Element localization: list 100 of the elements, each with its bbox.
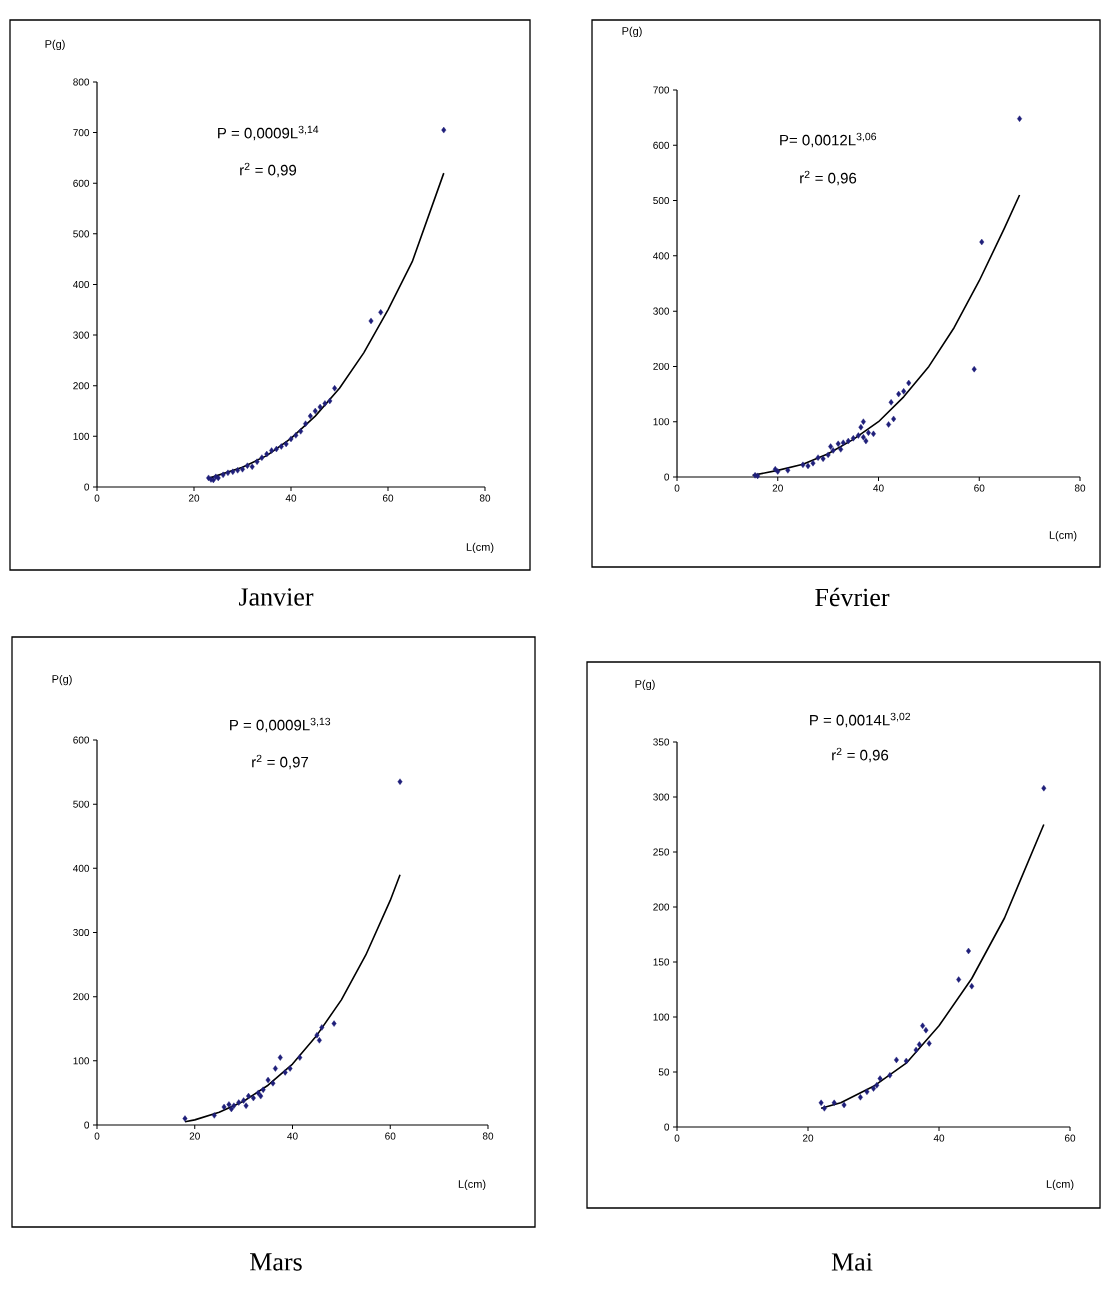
y-tick-label: 50 [658,1068,670,1076]
point [926,1040,932,1047]
annotation: P= 0,0012L$^{3,06}$ [780,132,877,148]
point [316,1037,322,1044]
point [221,1103,227,1111]
x-axis-title: L(cm) [458,1179,486,1191]
x-tick-label: 20 [189,1132,200,1140]
y-axis-title: P(g) [635,679,655,691]
x-tick-label: 60 [974,484,985,492]
point [820,455,826,462]
point [182,1115,188,1122]
point [250,1094,256,1102]
point [258,1092,264,1100]
point [775,468,781,475]
x-axis-title: L(cm) [1049,530,1077,542]
x-tick-label: 60 [385,1132,396,1140]
y-tick-label: 400 [653,252,670,260]
point [877,1075,883,1082]
point [254,458,260,465]
point [860,433,866,441]
point [1017,115,1023,122]
y-tick-label: 0 [664,473,670,481]
point [887,1072,893,1079]
text: Mai [831,1253,873,1271]
y-tick-label: 300 [73,331,90,339]
point [278,443,284,450]
y-axis-title: P(g) [52,674,72,686]
point [896,390,902,398]
text: Mars [250,1253,302,1271]
x-tick-label: 0 [94,494,100,502]
point [845,437,851,445]
point [303,420,308,427]
x-tick-label: 40 [285,494,297,502]
y-tick-label: 100 [73,432,90,440]
point [857,1094,863,1101]
point [841,1101,847,1109]
point [287,1065,293,1072]
point [331,1020,337,1027]
y-tick-label: 100 [653,1013,670,1021]
point [293,432,299,439]
point [260,1086,266,1093]
point [916,1041,922,1048]
y-tick-label: 600 [73,179,90,187]
point [211,1112,217,1119]
annotation: r$^{2}$ = 0,99 [240,162,297,178]
point [920,1022,926,1029]
point [226,1101,232,1108]
point [886,421,892,428]
point [235,467,241,474]
point [283,440,289,448]
y-tick-label: 300 [73,928,90,937]
point [265,1076,271,1084]
point [891,415,897,423]
y-tick-label: 700 [653,86,670,94]
point [298,428,304,435]
point [865,429,871,436]
point [277,1054,283,1061]
text: P = 0,0014L$^{3,02}$ [810,712,911,728]
point [327,397,333,405]
point [888,399,894,406]
point [288,435,294,443]
y-tick-label: 500 [653,197,670,205]
y-tick-label: 200 [653,903,670,911]
point [864,1088,870,1095]
point [805,462,811,470]
point [821,1105,827,1112]
x-tick-label: 0 [674,484,680,492]
point [322,400,328,407]
point [979,238,985,246]
point [319,1024,325,1031]
point [317,403,323,411]
point [314,1031,320,1039]
point [818,1099,824,1106]
y-tick-label: 500 [73,800,90,808]
y-tick-label: 250 [653,848,670,856]
point [272,1065,278,1072]
point [860,418,866,425]
point [840,439,846,446]
x-tick-label: 80 [479,494,491,502]
y-tick-label: 100 [653,418,670,426]
annotation: r$^{2}$ = 0,96 [800,170,857,186]
annotation: r$^{2}$ = 0,96 [832,747,889,763]
point [269,447,275,454]
point [913,1046,919,1054]
point [800,461,806,469]
annotation: P = 0,0009L$^{3,14}$ [218,125,319,141]
y-tick-label: 800 [73,78,90,86]
point [874,1082,880,1089]
y-tick-label: 200 [653,362,670,370]
point [230,468,236,475]
y-tick-label: 350 [653,738,670,746]
y-tick-label: 0 [84,1121,90,1129]
x-tick-label: 80 [1074,484,1086,492]
point [259,454,265,461]
point [332,385,338,392]
point [815,454,821,461]
point [901,388,907,395]
point [871,1085,876,1092]
x-tick-label: 40 [873,484,884,492]
x-axis-title: L(cm) [466,542,494,554]
